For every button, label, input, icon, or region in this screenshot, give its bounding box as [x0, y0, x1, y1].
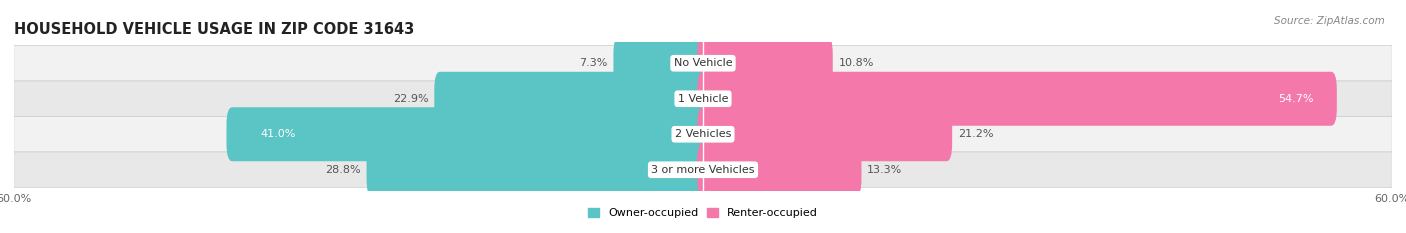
- FancyBboxPatch shape: [697, 72, 1337, 126]
- Text: 21.2%: 21.2%: [957, 129, 994, 139]
- Text: 3 or more Vehicles: 3 or more Vehicles: [651, 165, 755, 175]
- Legend: Owner-occupied, Renter-occupied: Owner-occupied, Renter-occupied: [588, 208, 818, 218]
- Text: Source: ZipAtlas.com: Source: ZipAtlas.com: [1274, 16, 1385, 26]
- FancyBboxPatch shape: [367, 143, 709, 197]
- Text: 28.8%: 28.8%: [325, 165, 361, 175]
- FancyBboxPatch shape: [434, 72, 709, 126]
- FancyBboxPatch shape: [613, 36, 709, 90]
- FancyBboxPatch shape: [14, 116, 1392, 152]
- FancyBboxPatch shape: [226, 107, 709, 161]
- Text: 7.3%: 7.3%: [579, 58, 607, 68]
- Text: 2 Vehicles: 2 Vehicles: [675, 129, 731, 139]
- Text: 1 Vehicle: 1 Vehicle: [678, 94, 728, 104]
- Text: 10.8%: 10.8%: [838, 58, 875, 68]
- FancyBboxPatch shape: [14, 81, 1392, 116]
- FancyBboxPatch shape: [14, 152, 1392, 188]
- Text: HOUSEHOLD VEHICLE USAGE IN ZIP CODE 31643: HOUSEHOLD VEHICLE USAGE IN ZIP CODE 3164…: [14, 22, 415, 37]
- FancyBboxPatch shape: [14, 45, 1392, 81]
- Text: 54.7%: 54.7%: [1278, 94, 1313, 104]
- Text: 22.9%: 22.9%: [392, 94, 429, 104]
- Text: 13.3%: 13.3%: [868, 165, 903, 175]
- FancyBboxPatch shape: [697, 107, 952, 161]
- FancyBboxPatch shape: [697, 143, 862, 197]
- Text: 41.0%: 41.0%: [262, 129, 297, 139]
- FancyBboxPatch shape: [697, 36, 832, 90]
- Text: No Vehicle: No Vehicle: [673, 58, 733, 68]
